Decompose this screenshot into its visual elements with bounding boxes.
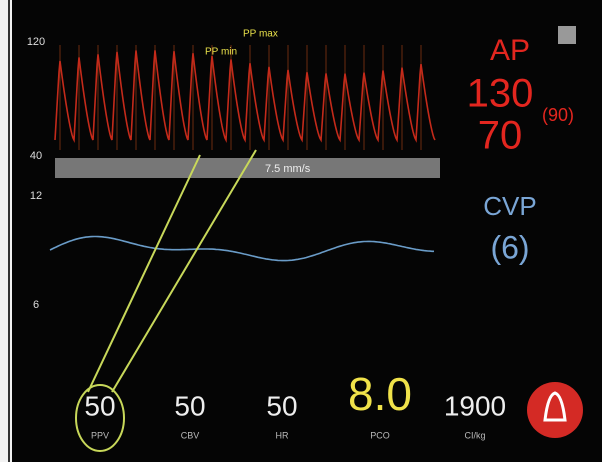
sweep-label: 7.5 mm/s — [265, 163, 311, 175]
ap-systolic: 130 — [467, 72, 534, 116]
parameter-value: 50 — [266, 390, 297, 421]
pp-max-label: PP max — [243, 29, 278, 40]
ap-label: AP — [490, 34, 530, 67]
alarm-button[interactable] — [527, 382, 583, 438]
sweep-bar — [55, 158, 440, 178]
cvp-scale-top: 12 — [30, 190, 42, 202]
parameter-label: PCO — [370, 430, 390, 440]
ap-scale-bottom: 40 — [30, 150, 42, 162]
pp-min-label: PP min — [205, 47, 237, 58]
parameter-value: 50 — [84, 390, 115, 421]
parameter-label: HR — [276, 430, 289, 440]
cvp-label: CVP — [483, 191, 536, 221]
border-line — [8, 0, 10, 462]
parameter-value: 8.0 — [348, 368, 412, 420]
cvp-scale-bottom: 6 — [33, 299, 39, 311]
parameter-label: CI/kg — [464, 430, 485, 440]
monitor-screen: 7.5 mm/s 120 40 12 6 PP min PP max AP 13… — [0, 0, 602, 462]
parameter-label: CBV — [181, 430, 200, 440]
ap-scale-top: 120 — [27, 36, 45, 48]
cvp-value: (6) — [490, 229, 529, 265]
parameter-label: PPV — [91, 430, 109, 440]
ap-mean: (90) — [542, 105, 574, 125]
ap-diastolic: 70 — [478, 114, 523, 158]
parameter-value: 1900 — [444, 390, 506, 421]
menu-icon[interactable] — [558, 26, 576, 44]
page: 7.5 mm/s 120 40 12 6 PP min PP max AP 13… — [0, 0, 602, 462]
parameter-value: 50 — [174, 390, 205, 421]
